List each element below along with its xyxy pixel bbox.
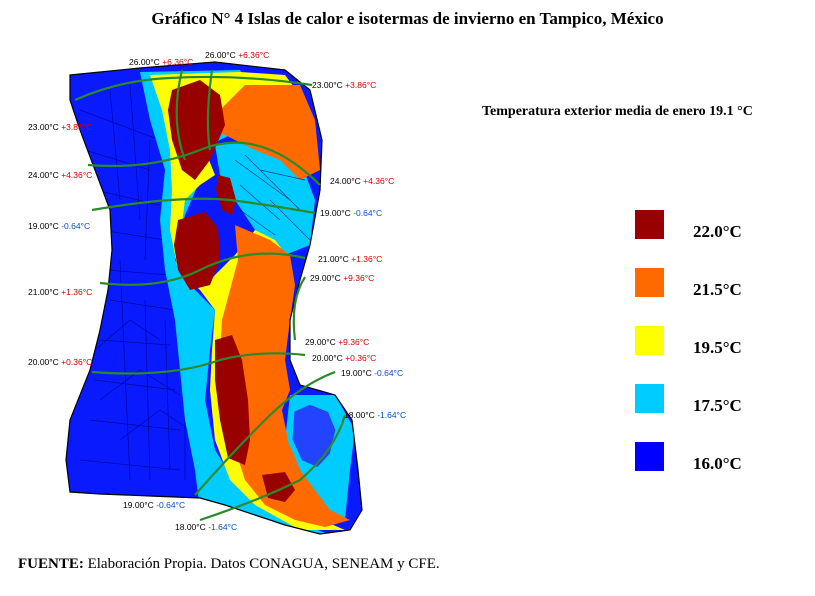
source-note: FUENTE: Elaboración Propia. Datos CONAGU…: [18, 556, 440, 573]
isotherm-26-west: [175, 69, 187, 161]
isotherm-label: 23.00°C +3.86°C: [312, 80, 376, 90]
legend-label: 17.5°C: [693, 396, 742, 415]
isotherm-26-east: [206, 69, 214, 151]
map-title: Gráfico N° 4 Islas de calor e isotermas …: [151, 9, 664, 28]
isotherm-label: 19.00°C -0.64°C: [123, 500, 185, 510]
source-prefix: FUENTE:: [18, 556, 84, 572]
zone-21-5-north: [215, 85, 320, 180]
legend-swatch: [635, 210, 664, 239]
lake: [287, 399, 341, 474]
isotherm-lines: [74, 69, 347, 522]
legend-swatch: [635, 268, 664, 297]
isotherm-24: [87, 141, 321, 186]
zone-22-0-mid-small: [216, 175, 236, 215]
zone-22-0-mid: [174, 212, 220, 290]
subtitle: Temperatura exterior media de enero 19.1…: [482, 104, 753, 119]
zone-21-5-south: [220, 225, 350, 527]
isotherm-label: 24.00°C +4.36°C: [330, 176, 394, 186]
isotherm-label: 21.00°C +1.36°C: [318, 254, 382, 264]
isotherm-19-north: [91, 197, 316, 215]
legend-swatch: [635, 442, 664, 471]
port-features: [234, 154, 311, 241]
isotherm-label: 20.00°C +0.36°C: [312, 353, 376, 363]
isotherm-labels: 26.00°C +6.36°C 26.00°C +6.36°C 23.00°C …: [28, 50, 406, 532]
isotherm-label: 26.00°C +6.36°C: [129, 57, 193, 67]
street-network: [79, 84, 191, 481]
isotherm-19-south: [194, 370, 336, 496]
isotherm-label: 23.00°C +3.86°C: [28, 122, 92, 132]
isotherm-29: [292, 276, 306, 341]
legend-swatch: [635, 384, 664, 413]
zone-22-0-south: [215, 335, 250, 465]
isotherm-label: 21.00°C +1.36°C: [28, 287, 92, 297]
isotherm-label: 20.00°C +0.36°C: [28, 357, 92, 367]
isotherm-21: [99, 252, 306, 286]
isotherm-20: [91, 352, 306, 375]
source-text: Elaboración Propia. Datos CONAGUA, SENEA…: [83, 556, 440, 572]
isotherm-label: 24.00°C +4.36°C: [28, 170, 92, 180]
legend-label: 16.0°C: [693, 454, 742, 473]
legend-swatch: [635, 326, 664, 355]
isotherm-label: 19.00°C -0.64°C: [341, 368, 403, 378]
isotherm-23-north: [74, 75, 313, 102]
isotherm-label: 29.00°C +9.36°C: [305, 337, 369, 347]
legend-label: 21.5°C: [693, 280, 742, 299]
legend-label: 19.5°C: [693, 338, 742, 357]
isotherm-label: 19.00°C -0.64°C: [28, 221, 90, 231]
legend-label: 22.0°C: [693, 222, 742, 241]
isotherm-label: 29.00°C +9.36°C: [310, 273, 374, 283]
isotherm-label: 19.00°C -0.64°C: [320, 208, 382, 218]
isotherm-label: 18.00°C -1.64°C: [175, 522, 237, 532]
isotherm-label: 18.00°C -1.64°C: [344, 410, 406, 420]
isotherm-18: [199, 414, 347, 522]
isotherm-label: 26.00°C +6.36°C: [205, 50, 269, 60]
